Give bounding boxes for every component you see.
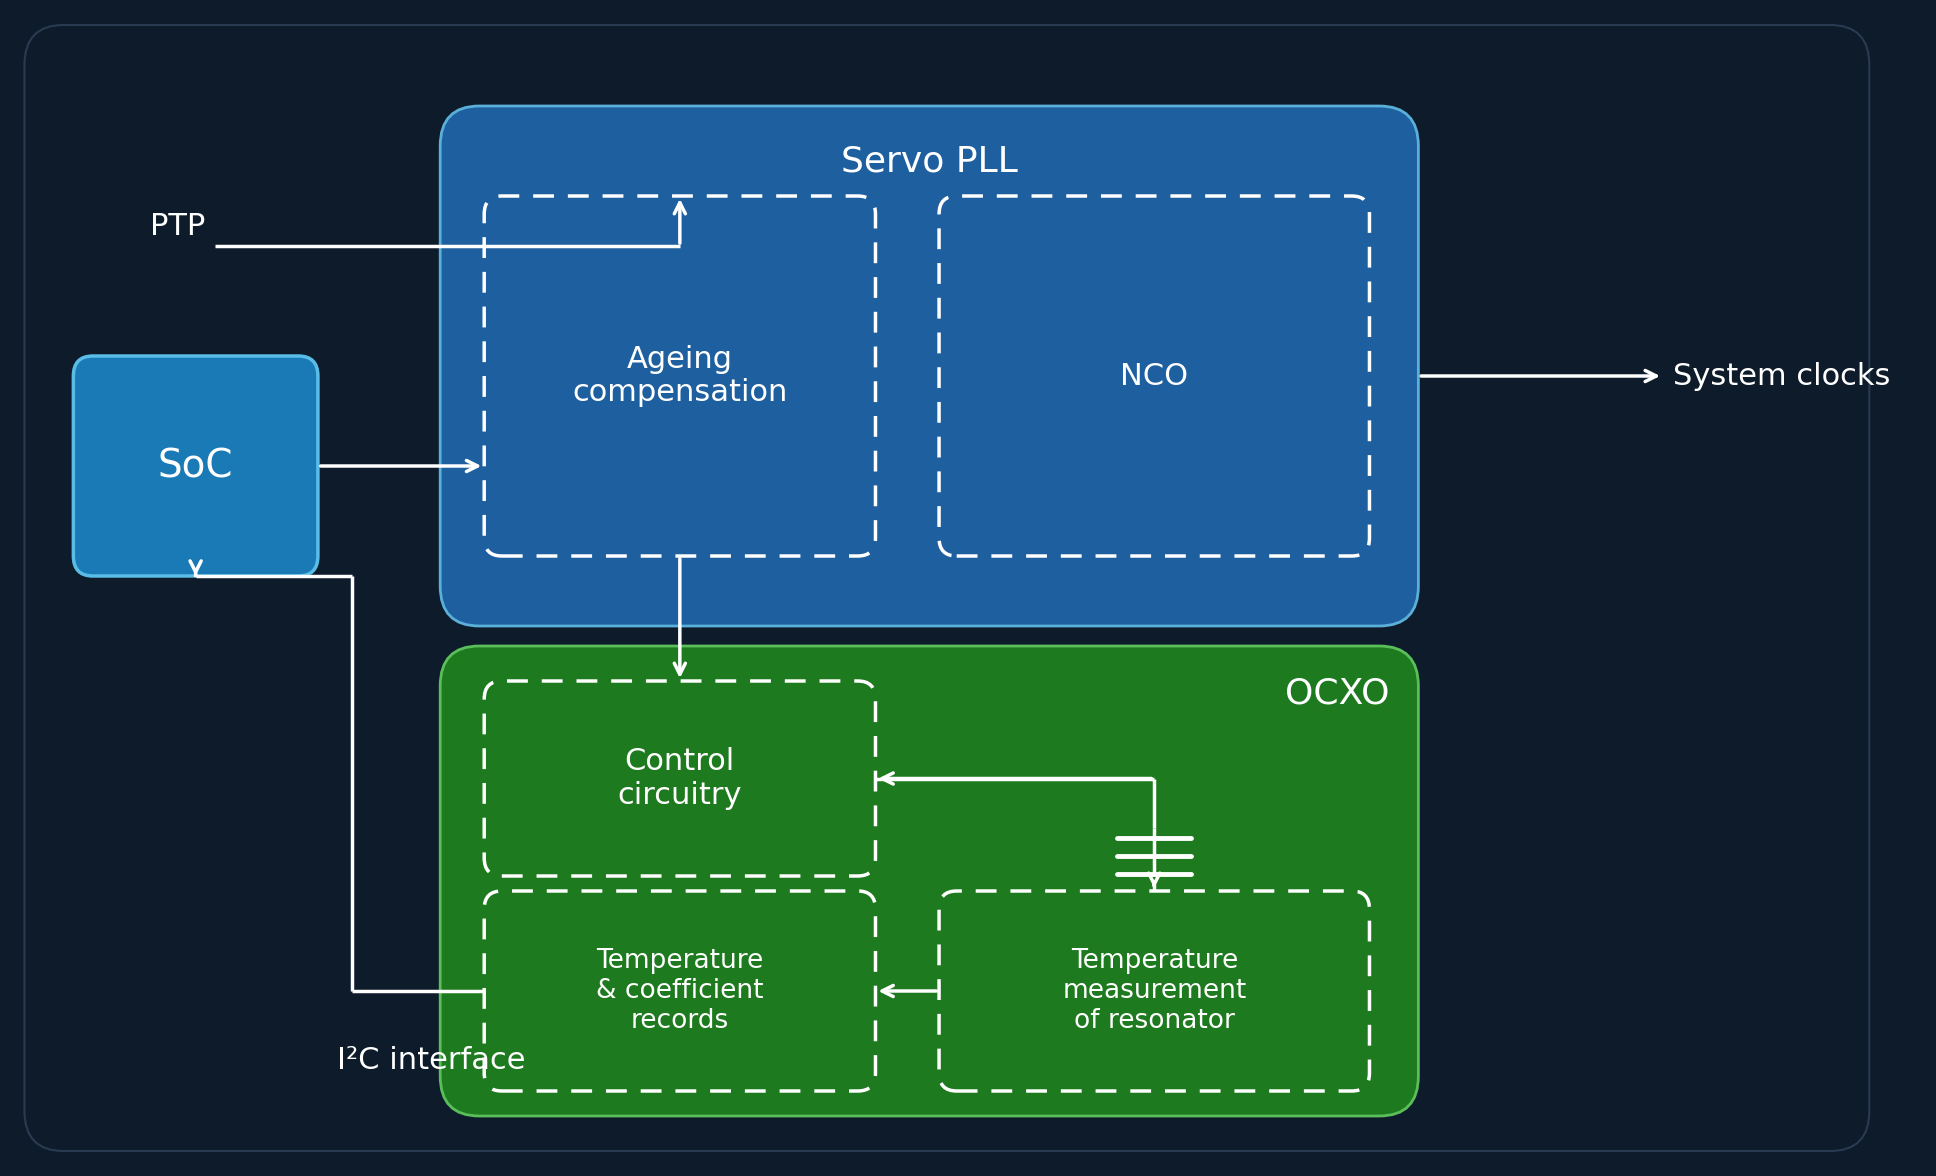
Text: System clocks: System clocks — [1673, 361, 1890, 390]
Text: Control
circuitry: Control circuitry — [618, 747, 741, 810]
FancyBboxPatch shape — [439, 106, 1419, 626]
Text: Ageing
compensation: Ageing compensation — [573, 345, 788, 407]
Text: Temperature
& coefficient
records: Temperature & coefficient records — [596, 948, 763, 1034]
Text: NCO: NCO — [1121, 361, 1189, 390]
Text: Servo PLL: Servo PLL — [840, 143, 1018, 178]
FancyBboxPatch shape — [25, 25, 1870, 1151]
Text: OCXO: OCXO — [1284, 676, 1388, 710]
Text: PTP: PTP — [151, 212, 205, 241]
FancyBboxPatch shape — [74, 356, 318, 576]
Text: SoC: SoC — [159, 447, 234, 485]
Text: I²C interface: I²C interface — [337, 1045, 527, 1075]
FancyBboxPatch shape — [439, 646, 1419, 1116]
Text: Temperature
measurement
of resonator: Temperature measurement of resonator — [1063, 948, 1247, 1034]
